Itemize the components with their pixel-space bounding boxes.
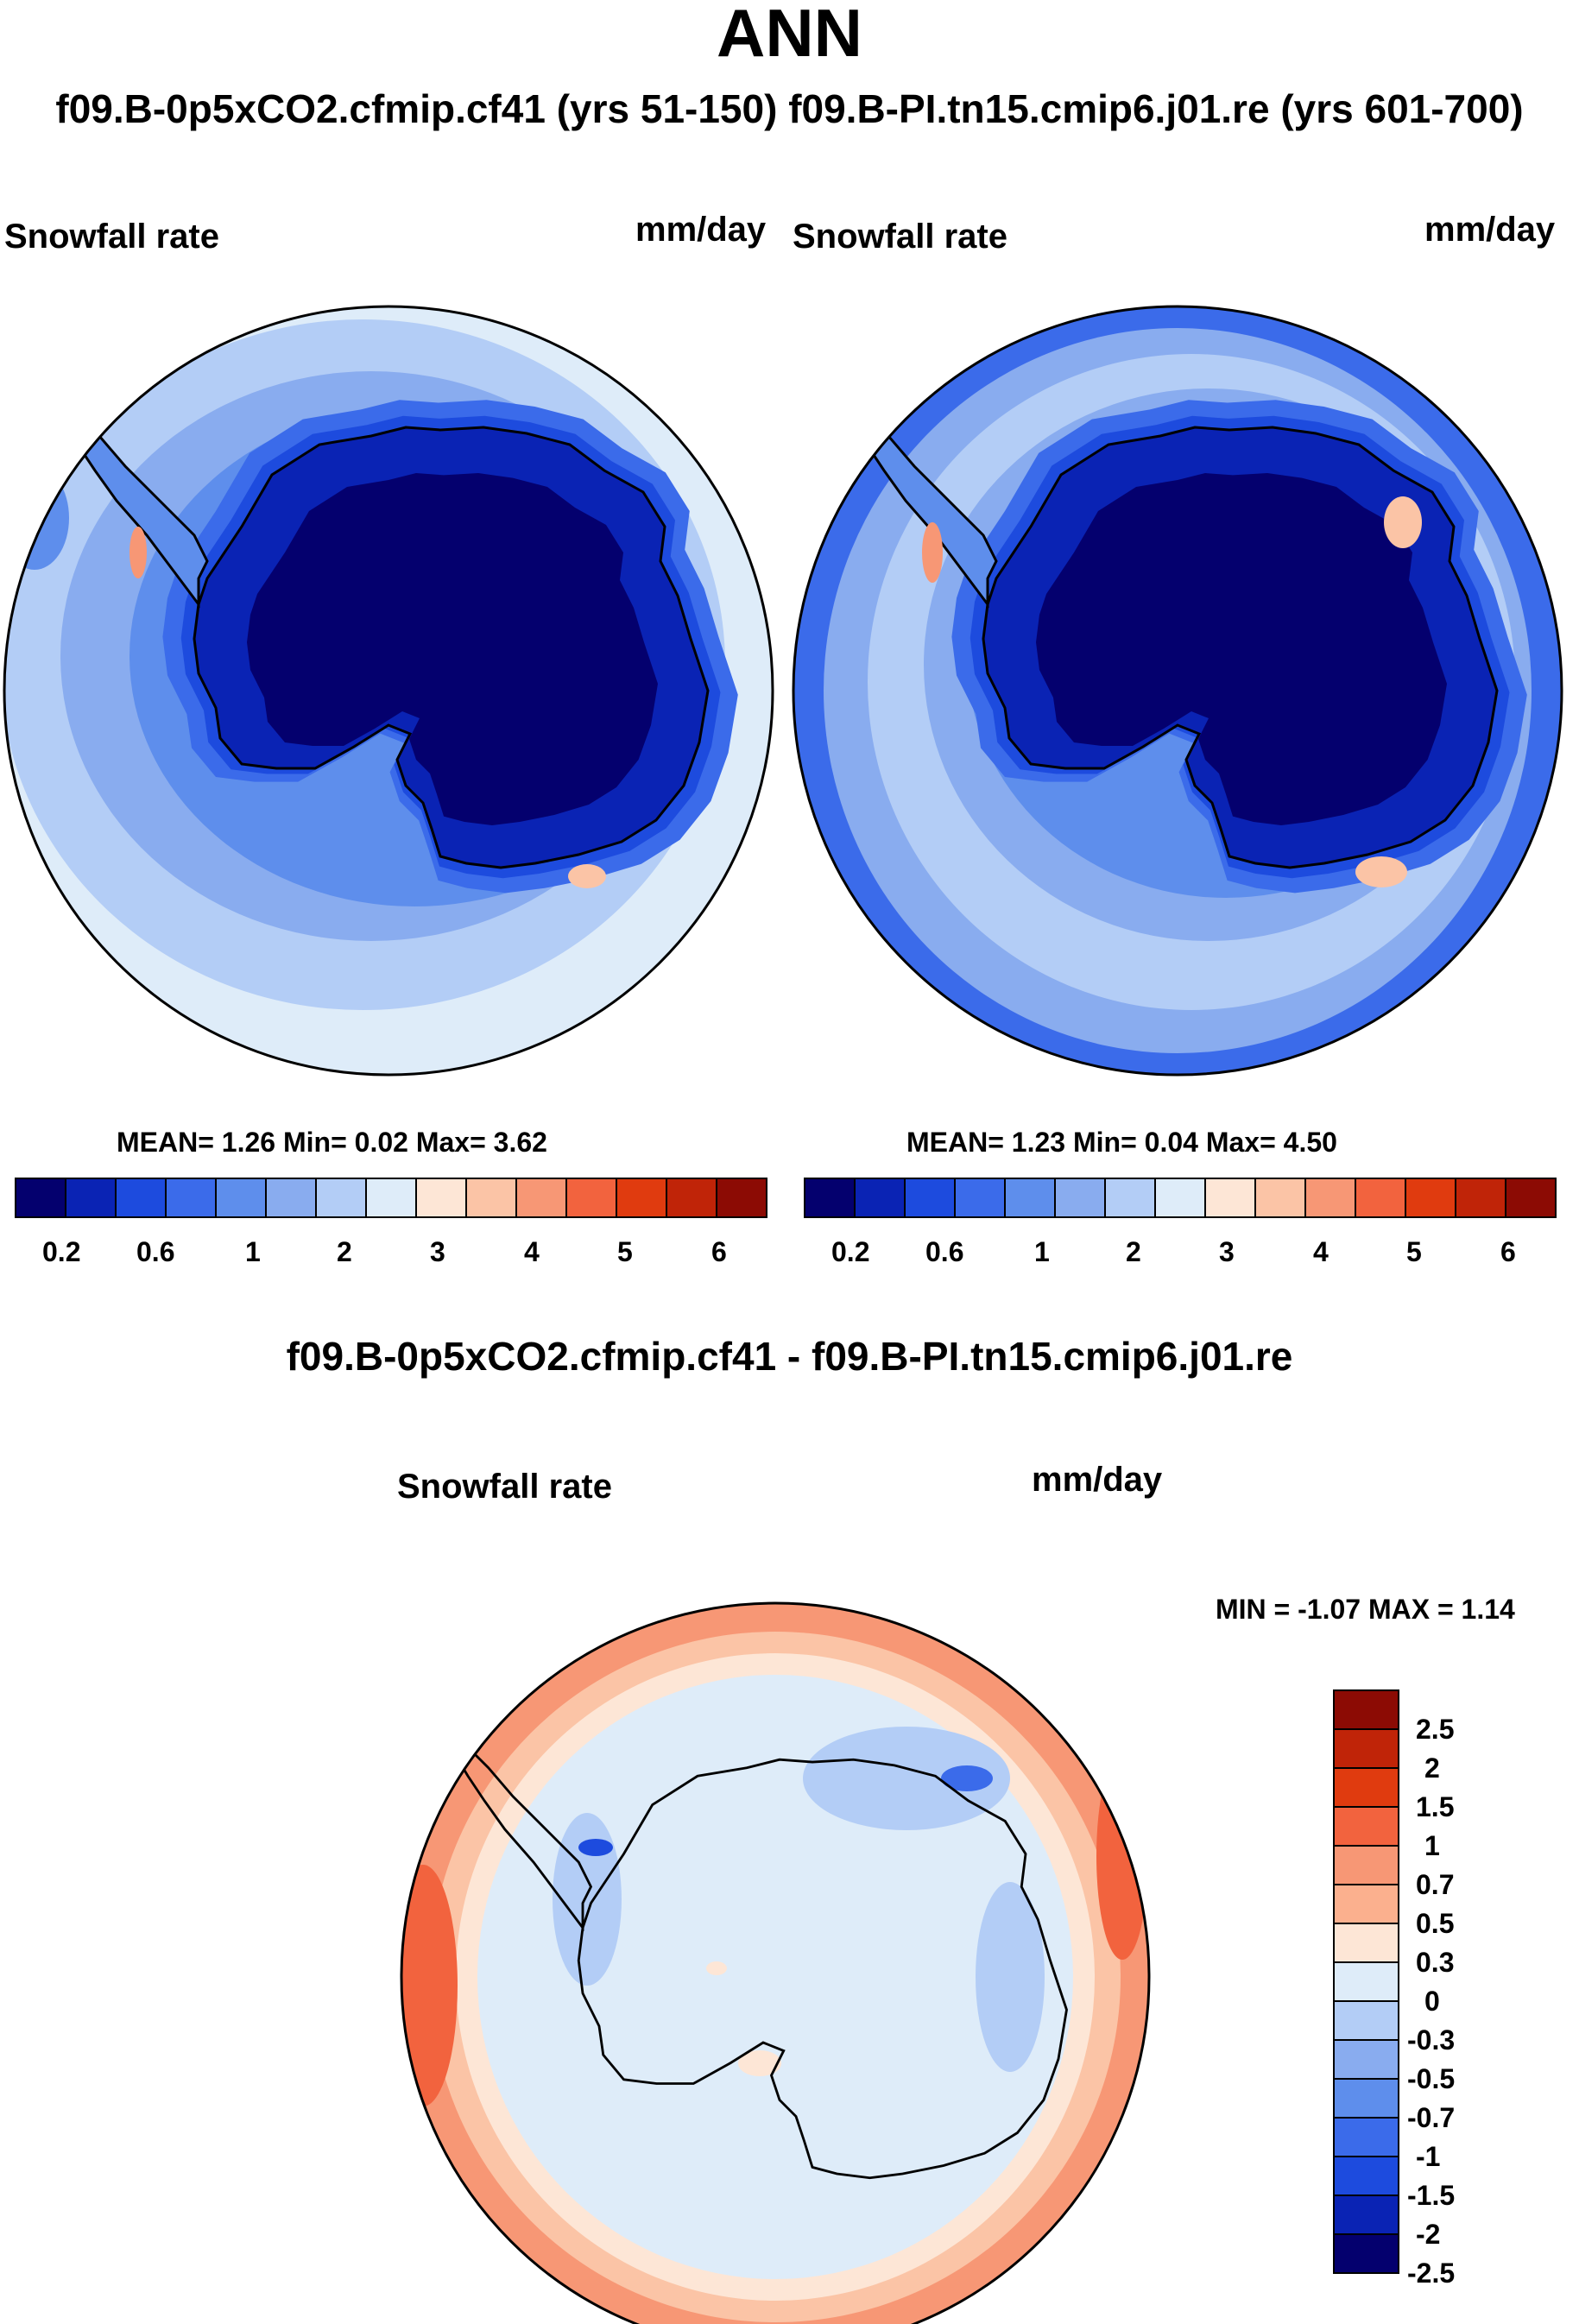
difference-map (401, 1603, 1149, 2324)
colorbar-swatch (1333, 2000, 1399, 2041)
right-map-border (792, 305, 1563, 1077)
right-tick: 0.6 (925, 1236, 964, 1267)
colorbar-swatch (1405, 1178, 1456, 1218)
right-tick: 5 (1406, 1236, 1422, 1267)
colorbar-swatch (215, 1178, 267, 1218)
diff-variable-label: Snowfall rate (397, 1468, 612, 1506)
colorbar-swatch (1333, 1806, 1399, 1847)
colorbar-swatch (1455, 1178, 1506, 1218)
diff-tick: 0.5 (1416, 1908, 1455, 1939)
colorbar-swatch (1505, 1178, 1557, 1218)
right-units-label: mm/day (1424, 211, 1556, 249)
diff-tick: 0.7 (1416, 1869, 1455, 1900)
right-tick: 3 (1219, 1236, 1235, 1267)
colorbar-swatch (616, 1178, 667, 1218)
colorbar-swatch (1333, 1923, 1399, 1963)
main-title: ANN (717, 0, 862, 71)
right-colorbar (804, 1178, 1557, 1218)
colorbar-swatch (1254, 1178, 1306, 1218)
colorbar-swatch (1104, 1178, 1156, 1218)
colorbar-swatch (15, 1178, 66, 1218)
colorbar-swatch (165, 1178, 217, 1218)
diff-tick: -1 (1416, 2141, 1441, 2172)
diff-units-label: mm/day (1032, 1461, 1163, 1499)
right-tick: 0.2 (831, 1236, 870, 1267)
diff-tick: 0 (1424, 1986, 1440, 2017)
colorbar-swatch (1154, 1178, 1206, 1218)
diff-tick: 2 (1424, 1752, 1440, 1784)
colorbar-swatch (1333, 1961, 1399, 2002)
colorbar-swatch (804, 1178, 856, 1218)
left-tick: 1 (245, 1236, 261, 1267)
colorbar-swatch (565, 1178, 617, 1218)
diff-tick: 2.5 (1416, 1714, 1455, 1745)
diff-tick: 1.5 (1416, 1791, 1455, 1822)
colorbar-swatch (1304, 1178, 1356, 1218)
diff-tick: 1 (1424, 1830, 1440, 1861)
colorbar-swatch (115, 1178, 167, 1218)
right-tick: 2 (1126, 1236, 1141, 1267)
diff-tick: -0.3 (1407, 2024, 1456, 2056)
colorbar-swatch (854, 1178, 906, 1218)
diff-tick: -2 (1416, 2219, 1441, 2250)
colorbar-swatch (1333, 1845, 1399, 1885)
colorbar-swatch (1355, 1178, 1406, 1218)
left-stats: MEAN= 1.26 Min= 0.02 Max= 3.62 (117, 1127, 547, 1158)
right-map (793, 306, 1562, 1075)
colorbar-swatch (1333, 2233, 1399, 2274)
left-tick: 3 (430, 1236, 445, 1267)
left-variable-label: Snowfall rate (4, 218, 219, 256)
diff-tick: -1.5 (1407, 2180, 1456, 2211)
colorbar-swatch (1054, 1178, 1106, 1218)
right-tick: 1 (1034, 1236, 1050, 1267)
left-tick: 6 (711, 1236, 727, 1267)
colorbar-swatch (415, 1178, 467, 1218)
colorbar-swatch (1204, 1178, 1256, 1218)
colorbar-swatch (1333, 2117, 1399, 2157)
colorbar-swatch (1333, 1884, 1399, 1924)
diff-tick: -2.5 (1407, 2258, 1456, 2289)
colorbar-swatch (954, 1178, 1006, 1218)
colorbar-swatch (1004, 1178, 1056, 1218)
colorbar-swatch (1333, 2039, 1399, 2080)
colorbar-swatch (365, 1178, 417, 1218)
colorbar-swatch (1333, 1767, 1399, 1808)
colorbar-swatch (1333, 1689, 1399, 1730)
left-tick: 5 (617, 1236, 633, 1267)
colorbar-swatch (1333, 2156, 1399, 2196)
colorbar-swatch (666, 1178, 717, 1218)
diff-map-border (400, 1601, 1151, 2324)
left-tick: 4 (524, 1236, 540, 1267)
right-tick: 4 (1313, 1236, 1329, 1267)
colorbar-swatch (1333, 2078, 1399, 2119)
right-stats: MEAN= 1.23 Min= 0.04 Max= 4.50 (906, 1127, 1337, 1158)
colorbar-swatch (515, 1178, 567, 1218)
left-colorbar (15, 1178, 767, 1218)
colorbar-swatch (65, 1178, 117, 1218)
diff-minmax: MIN = -1.07 MAX = 1.14 (1216, 1594, 1515, 1625)
left-map-border (3, 305, 774, 1077)
colorbar-swatch (904, 1178, 956, 1218)
left-tick: 0.2 (42, 1236, 81, 1267)
right-tick: 6 (1500, 1236, 1516, 1267)
diff-colorbar (1333, 1689, 1399, 2274)
colorbar-swatch (315, 1178, 367, 1218)
case-subtitle: f09.B-0p5xCO2.cfmip.cf41 (yrs 51-150) f0… (55, 86, 1524, 131)
colorbar-swatch (1333, 1728, 1399, 1769)
diff-tick: -0.5 (1407, 2063, 1456, 2094)
left-tick: 0.6 (136, 1236, 175, 1267)
colorbar-swatch (465, 1178, 517, 1218)
diff-tick: 0.3 (1416, 1947, 1455, 1978)
colorbar-swatch (716, 1178, 767, 1218)
left-tick: 2 (337, 1236, 352, 1267)
right-variable-label: Snowfall rate (793, 218, 1007, 256)
difference-title: f09.B-0p5xCO2.cfmip.cf41 - f09.B-PI.tn15… (286, 1334, 1293, 1379)
left-map (4, 306, 773, 1075)
colorbar-swatch (265, 1178, 317, 1218)
left-units-label: mm/day (635, 211, 767, 249)
colorbar-swatch (1333, 2195, 1399, 2235)
diff-tick: -0.7 (1407, 2102, 1456, 2133)
